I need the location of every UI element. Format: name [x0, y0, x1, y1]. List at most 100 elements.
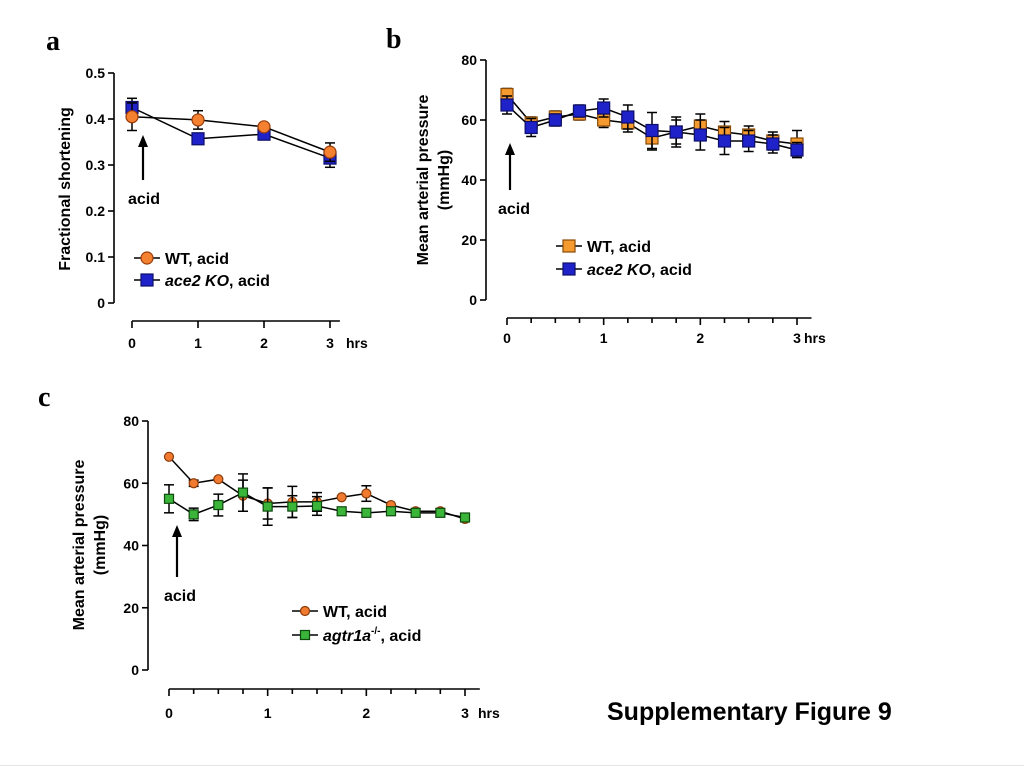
page-divider	[0, 765, 1024, 766]
data-point	[385, 506, 397, 517]
x-tick-label: 1	[194, 335, 202, 351]
panel-letter-c: c	[38, 382, 50, 413]
panel-letter-b: b	[386, 24, 402, 55]
y-tick-label: 60	[123, 475, 139, 491]
acid-arrow-head-icon	[505, 143, 515, 155]
x-tick-label: 1	[600, 330, 608, 346]
x-tick-label: 1	[264, 705, 272, 721]
data-point	[262, 501, 273, 512]
x-tick-label: 0	[165, 705, 173, 721]
legend-label-rest: , acid	[188, 251, 229, 268]
data-point	[361, 488, 372, 499]
legend-label: agtr1a-/-, acid	[323, 626, 421, 645]
x-tick-label: 2	[696, 330, 704, 346]
legend-label-superscript: -/-	[371, 626, 380, 637]
data-point	[621, 110, 635, 124]
legend-marker	[299, 605, 311, 617]
legend-label-rest: , acid	[346, 604, 387, 621]
data-point	[597, 101, 611, 115]
data-point	[213, 474, 224, 485]
x-unit-label: hrs	[478, 705, 500, 721]
series-line	[131, 115, 331, 153]
x-tick-label: 3	[793, 330, 801, 346]
data-point	[742, 134, 756, 148]
y-tick-label: 0	[469, 292, 477, 308]
legend-entry: WT, acid	[556, 239, 651, 256]
acid-arrow-head-icon	[138, 135, 148, 147]
legend-marker	[140, 251, 154, 265]
y-tick-label: 80	[461, 52, 477, 68]
y-axis-title: Mean arterial pressure	[415, 95, 432, 266]
legend-entry: ace2 KO, acid	[134, 273, 270, 290]
legend-entry: WT, acid	[292, 604, 387, 621]
legend-label-rest: , acid	[610, 239, 651, 256]
y-tick-label: 0.3	[86, 157, 106, 173]
x-tick-label: 0	[128, 335, 136, 351]
data-point	[125, 110, 139, 124]
legend-label: WT, acid	[165, 251, 229, 268]
data-point	[410, 507, 421, 518]
series-line	[131, 106, 331, 159]
x-tick-label: 2	[260, 335, 268, 351]
y-tick-label: 0.5	[86, 65, 106, 81]
data-point	[188, 478, 199, 489]
data-point	[336, 492, 347, 503]
data-point	[188, 509, 199, 520]
data-point	[645, 123, 659, 138]
data-point	[287, 501, 298, 512]
panel-letter-a: a	[46, 26, 60, 57]
data-point	[311, 500, 323, 512]
legend-label-main: WT	[165, 251, 190, 268]
y-tick-label: 0.4	[86, 111, 106, 127]
legend-label-main: WT	[323, 604, 348, 621]
data-point	[163, 493, 175, 504]
series-b-1	[500, 95, 804, 159]
acid-annotation: acid	[164, 588, 196, 605]
y-tick-label: 20	[461, 232, 477, 248]
y-tick-label: 0	[97, 295, 105, 311]
x-unit-label: hrs	[346, 335, 368, 351]
panel-a: a 0 0.1 0.2 0.3 0.4 0.5 0 1 2 3 hrs Fractional short…	[46, 26, 368, 351]
data-point	[323, 145, 337, 159]
legend-entry: ace2 KO, acid	[556, 262, 692, 279]
y-tick-label: 40	[123, 538, 139, 554]
data-point	[790, 143, 804, 157]
legend-entry: WT, acid	[134, 251, 229, 268]
x-unit-label: hrs	[804, 330, 826, 346]
legend-label-rest: , acid	[229, 273, 270, 290]
legend-label-main: WT	[587, 239, 612, 256]
legend-marker	[562, 239, 576, 253]
x-tick-label: 2	[362, 705, 370, 721]
data-point	[163, 451, 175, 462]
y-tick-label: 40	[461, 172, 477, 188]
figure-title: Supplementary Figure 9	[607, 698, 892, 726]
legend-entry: agtr1a-/-, acid	[292, 626, 421, 645]
y-axis-title: (mmHg)	[436, 150, 453, 210]
y-tick-label: 0.2	[86, 203, 106, 219]
data-point	[500, 98, 514, 112]
y-tick-label: 0.1	[86, 249, 106, 265]
data-point	[717, 134, 732, 148]
y-axis-title: Mean arterial pressure	[71, 460, 88, 631]
data-point	[237, 487, 249, 498]
legend-label-rest: , acid	[651, 262, 692, 279]
data-point	[693, 128, 707, 142]
series-a-0	[125, 102, 337, 163]
legend-marker	[299, 629, 311, 641]
acid-annotation: acid	[498, 201, 530, 218]
x-tick-label: 3	[461, 705, 469, 721]
legend-label: WT, acid	[323, 604, 387, 621]
x-tick-label: 3	[326, 335, 334, 351]
data-point	[361, 507, 372, 518]
data-point	[257, 120, 271, 134]
series-a-1	[125, 97, 337, 169]
y-tick-label: 20	[123, 600, 139, 616]
data-point	[435, 507, 446, 518]
legend-label: ace2 KO, acid	[165, 273, 270, 290]
data-point	[213, 499, 224, 511]
y-axis-title: Fractional shortening	[57, 107, 74, 271]
y-tick-label: 0	[131, 662, 139, 678]
legend-marker	[140, 273, 154, 287]
y-tick-label: 80	[123, 413, 139, 429]
